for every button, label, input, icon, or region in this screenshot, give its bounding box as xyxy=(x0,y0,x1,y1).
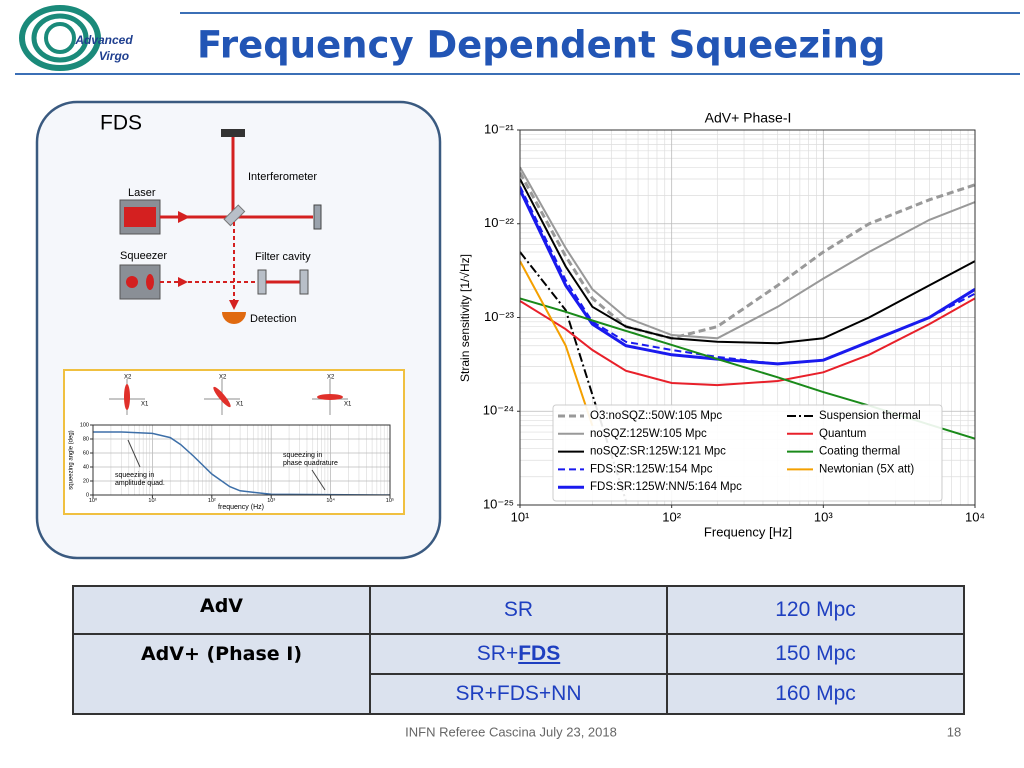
component-label: Filter cavity xyxy=(255,251,311,263)
table-row: SR+FDS+NN 160 Mpc xyxy=(73,673,965,715)
legend-box xyxy=(552,404,943,502)
inset-chart: 10⁰ 10¹ 10² 10³ 10⁴ 10⁵ 0 20 40 60 80 100 frequency … xyxy=(69,422,395,510)
logo: Advanced Virgo xyxy=(19,5,133,71)
y-tick-label: 60 xyxy=(83,450,89,456)
y-tick-label: 80 xyxy=(83,436,89,442)
legend-label: FDS:SR:125W:NN/5:164 Mpc xyxy=(590,481,742,493)
x-axis-label: Frequency [Hz] xyxy=(704,524,792,539)
logo-text: Virgo xyxy=(99,49,129,63)
squeezed-state xyxy=(317,394,343,400)
footer-text: INFN Referee Cascina July 23, 2018 xyxy=(405,724,617,739)
logo-text: Advanced xyxy=(74,33,133,47)
axis-label: X2 xyxy=(327,375,335,381)
plot-area xyxy=(93,425,390,495)
component-label: Detection xyxy=(250,313,296,325)
legend-label: noSQZ:125W:105 Mpc xyxy=(590,428,707,440)
plot-frame xyxy=(92,424,391,496)
axis-label: X2 xyxy=(219,375,227,381)
page-number: 18 xyxy=(947,724,961,739)
chart-title: AdV+ Phase-I xyxy=(705,110,792,126)
y-tick-label: 10⁻²² xyxy=(484,215,515,230)
table-cell: 120 Mpc xyxy=(666,585,965,635)
table-row: AdV SR 120 Mpc xyxy=(72,585,965,635)
annotation: phase quadrature xyxy=(283,460,338,467)
table-cell: SR+FDS+NN xyxy=(369,673,668,715)
plot-frame xyxy=(519,129,976,506)
table-cell: SR+FDS xyxy=(369,633,668,675)
axis-label: X1 xyxy=(141,402,149,408)
x-tick-label: 10² xyxy=(208,498,216,504)
y-tick-label: 0 xyxy=(86,492,89,498)
x-tick-label: 10⁴ xyxy=(965,509,985,524)
panel-label: FDS xyxy=(100,112,142,135)
annotation-arrow xyxy=(127,439,141,468)
component-label: Interferometer xyxy=(248,171,317,183)
y-tick-label: 40 xyxy=(83,464,89,470)
x-tick-label: 10¹ xyxy=(511,509,530,524)
component-label: Squeezer xyxy=(120,250,167,262)
y-axis-label: Strain sensitivity [1/√Hz] xyxy=(458,254,472,382)
table-cell: 160 Mpc xyxy=(666,673,965,715)
lines xyxy=(520,166,975,502)
axis-label: X1 xyxy=(344,402,352,408)
x-tick-label: 10³ xyxy=(814,509,833,524)
y-tick-label: 10⁻²¹ xyxy=(484,121,515,136)
y-tick-label: 100 xyxy=(80,422,89,428)
legend-label: Newtonian (5X att) xyxy=(819,463,914,475)
y-tick-label: 10⁻²³ xyxy=(484,309,515,324)
x-tick-label: 10⁰ xyxy=(89,497,98,504)
y-tick-label: 20 xyxy=(83,478,89,484)
legend-label: Coating thermal xyxy=(819,446,900,458)
results-table: AdV SR 120 Mpc AdV+ (Phase I) SR+FDS 150… xyxy=(72,585,965,715)
x-tick-label: 10⁵ xyxy=(386,497,394,504)
annotation: amplitude quad. xyxy=(115,480,165,487)
x-axis-label: frequency (Hz) xyxy=(218,504,264,511)
data-line xyxy=(520,166,975,340)
slide-title: Frequency Dependent Squeezing xyxy=(197,24,885,67)
table-row: AdV+ (Phase I) SR+FDS 150 Mpc xyxy=(72,633,965,715)
sensitivity-chart: 10¹ 10² 10³ 10⁴ 10⁻²⁵ 10⁻²⁴ 10⁻²³ 10⁻²² 10⁻²¹ AdV… xyxy=(458,110,985,540)
data-line xyxy=(520,251,627,502)
legend-label: Suspension thermal xyxy=(819,410,921,422)
data-line xyxy=(520,297,975,387)
y-tick-label: 10⁻²⁴ xyxy=(483,403,514,418)
table-cell: 150 Mpc xyxy=(666,633,965,675)
legend-label: Quantum xyxy=(819,428,866,440)
squeezed-state xyxy=(124,384,130,410)
data-line xyxy=(93,431,390,495)
annotation: squeezing in xyxy=(115,472,154,479)
axis-label: X1 xyxy=(236,402,244,408)
annotation: squeezing in xyxy=(283,452,322,459)
x-tick-label: 10³ xyxy=(267,498,275,504)
lines xyxy=(93,431,390,495)
data-line xyxy=(520,260,594,427)
y-axis-label: squeezing angle (deg) xyxy=(69,430,75,489)
x-tick-label: 10² xyxy=(662,509,681,524)
quadrature-plots: X2 X1 X2 X1 X2 X1 xyxy=(109,375,352,415)
x-tick-label: 10¹ xyxy=(148,498,156,504)
legend-label: noSQZ:SR:125W:121 Mpc xyxy=(590,446,726,458)
x-tick-label: 10⁴ xyxy=(326,497,335,504)
table-cell: AdV+ (Phase I) xyxy=(72,633,371,715)
cell-text: FDS xyxy=(518,642,561,665)
fds-schematic xyxy=(119,129,322,324)
legend-label: O3:noSQZ::50W:105 Mpc xyxy=(590,410,722,422)
squeezed-state xyxy=(213,386,231,408)
y-tick-label: 10⁻²⁵ xyxy=(483,496,514,511)
data-line xyxy=(520,171,975,340)
cell-text: SR+ xyxy=(476,642,519,665)
component-label: Laser xyxy=(128,187,156,199)
table-cell: SR xyxy=(369,585,668,635)
table-cell: AdV xyxy=(72,585,371,635)
axis-label: X2 xyxy=(124,375,132,381)
legend-label: FDS:SR:125W:154 Mpc xyxy=(590,463,713,475)
data-line xyxy=(520,178,975,345)
annotation-arrow xyxy=(311,469,326,491)
